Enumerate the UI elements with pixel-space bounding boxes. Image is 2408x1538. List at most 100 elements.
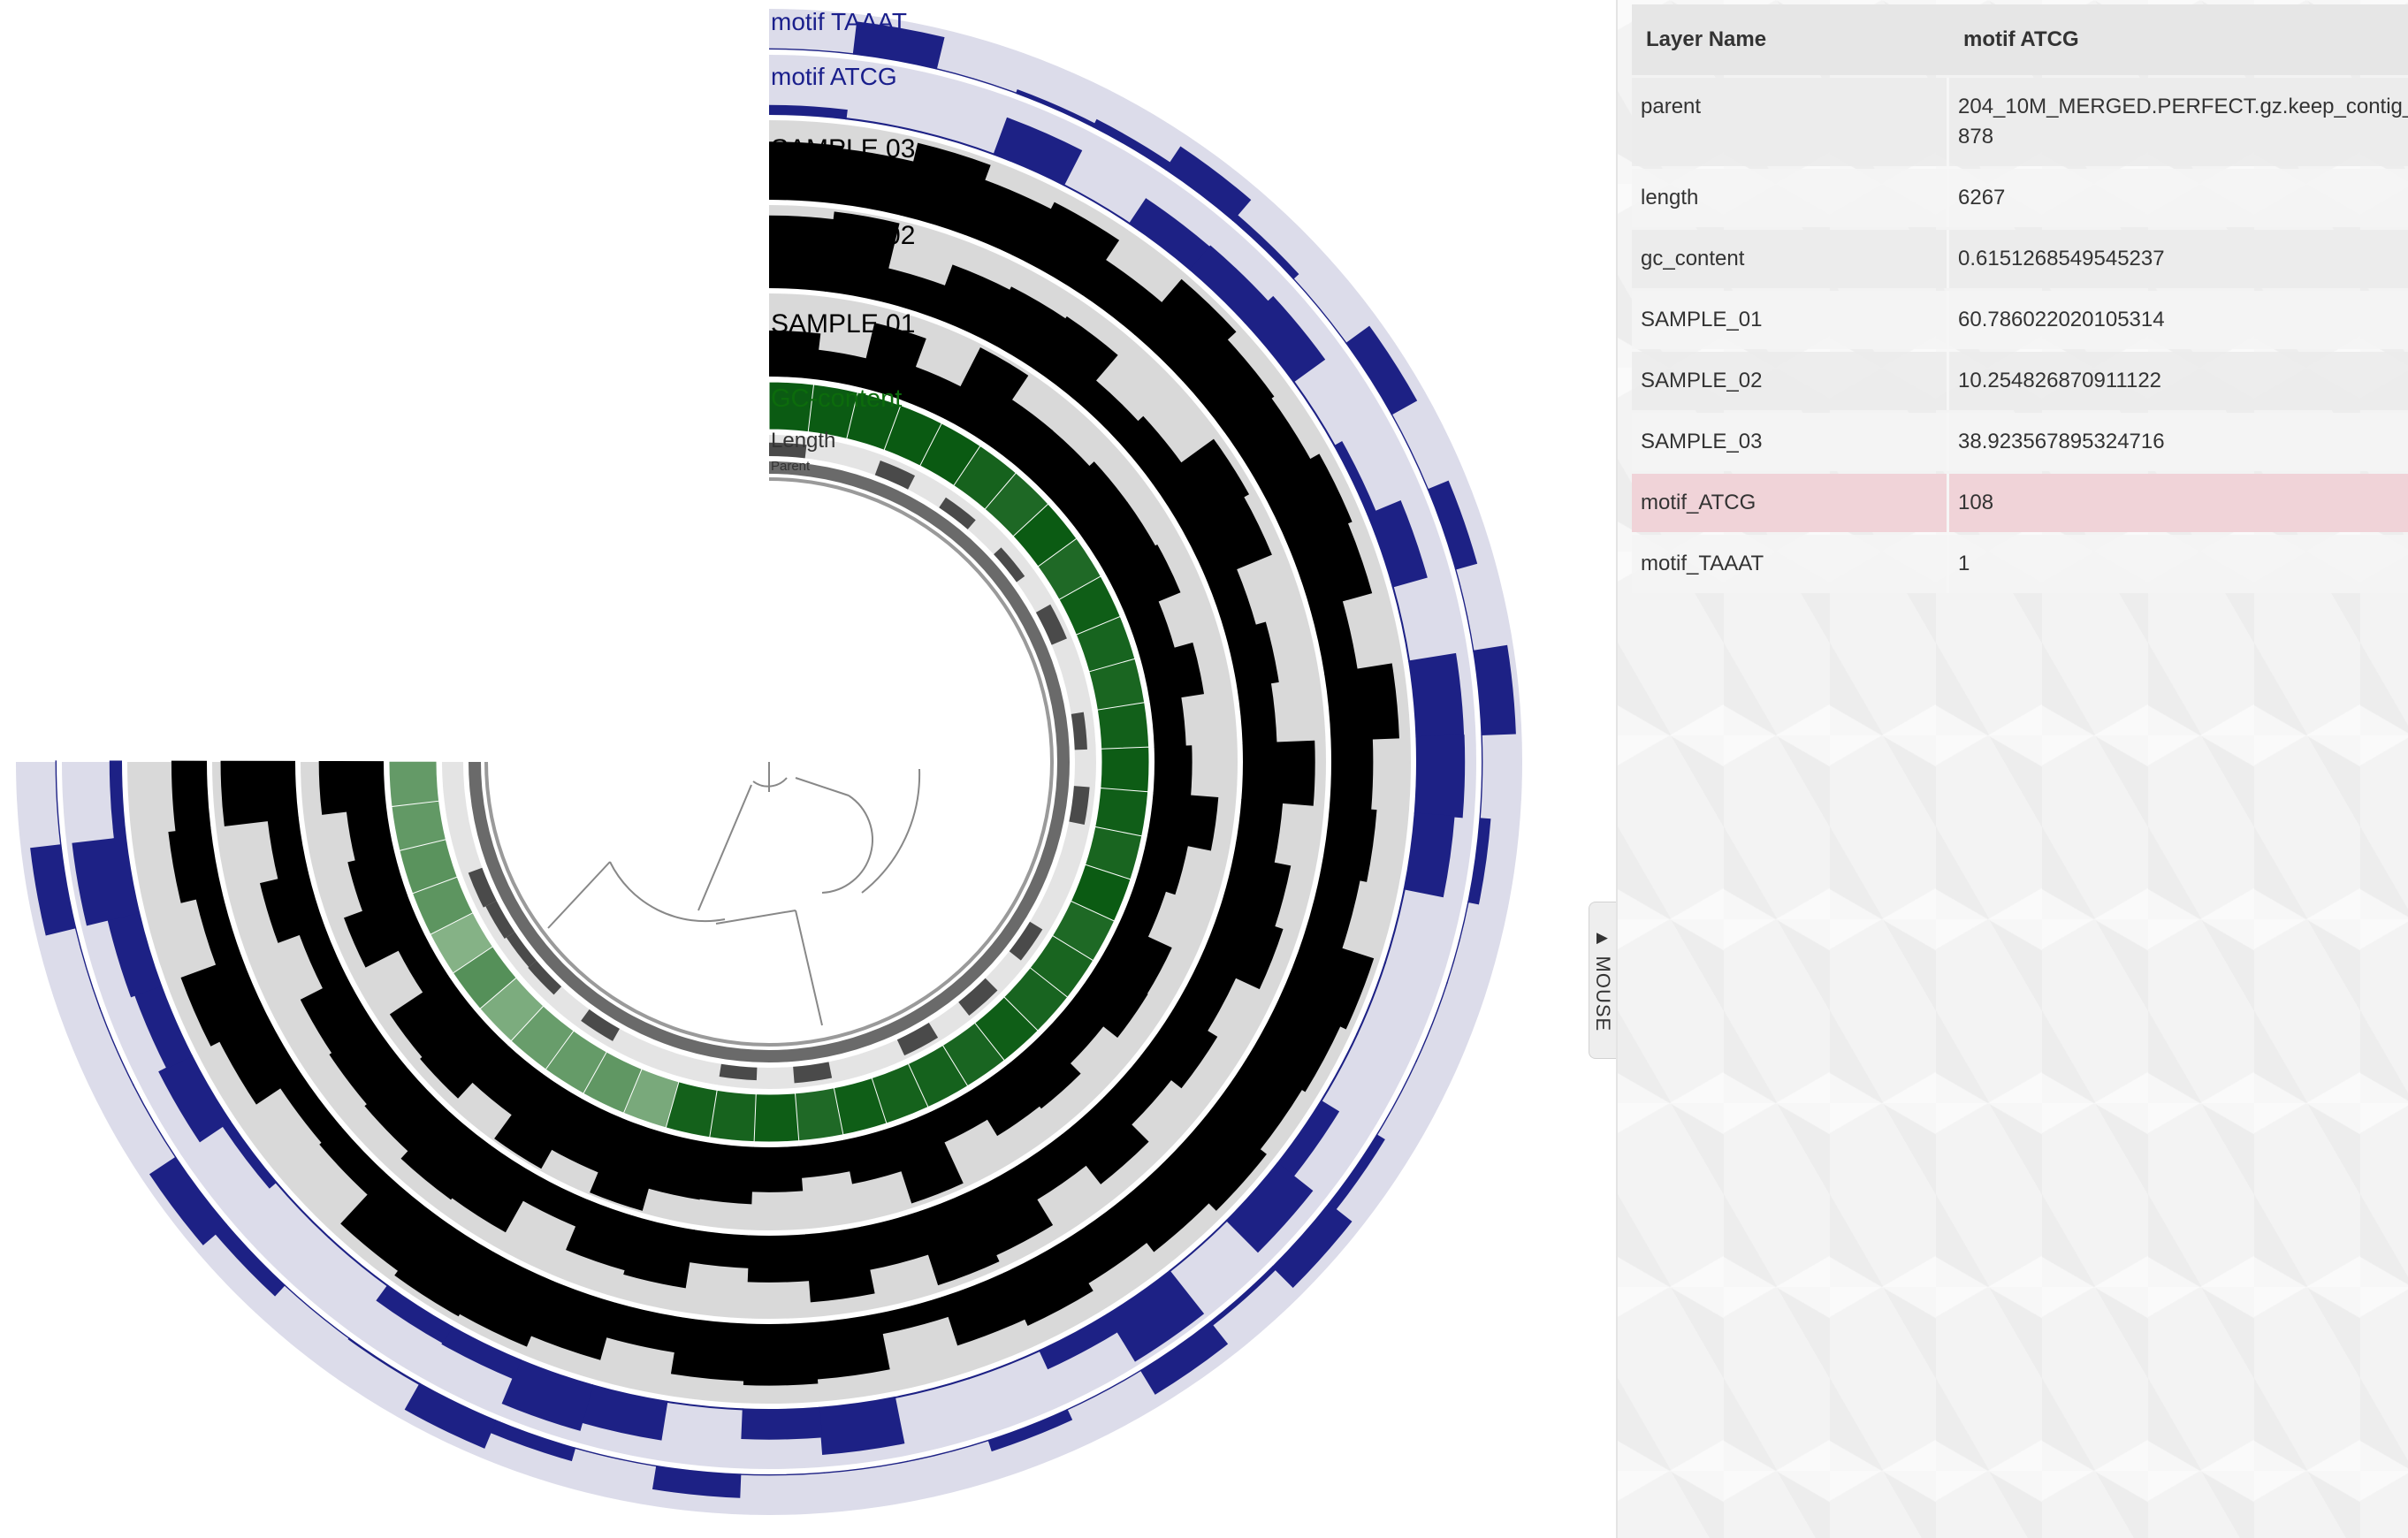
sample-02-bar	[1032, 316, 1118, 403]
dendrogram-branch	[752, 777, 788, 788]
row-key: SAMPLE_03	[1632, 413, 1949, 471]
sample-03-bar	[279, 1073, 342, 1144]
gc-content-cell	[1100, 746, 1150, 794]
sample-02-bar	[933, 264, 1011, 340]
sample-02-bar	[1219, 854, 1292, 928]
row-value: 1	[1949, 535, 2408, 593]
sample-03-bar	[1259, 453, 1353, 548]
sample-03-bar	[964, 179, 1053, 262]
sample-03-bar	[1165, 1109, 1267, 1211]
motif-atcg-bar	[845, 118, 922, 133]
dendrogram-branch	[795, 910, 823, 1026]
length-bar	[506, 932, 537, 968]
sample-01-bar	[1105, 544, 1181, 615]
motif-atcg-bar	[1189, 245, 1269, 324]
motif-atcg-bar	[222, 1120, 278, 1189]
motif-taaat-bar	[1345, 325, 1418, 415]
sample-01-bar	[769, 330, 821, 380]
motif-atcg-bar	[1063, 183, 1132, 225]
motif-atcg-bar	[376, 1284, 453, 1344]
table-row: SAMPLE_03 38.923567895324716	[1632, 413, 2408, 471]
motif-taaat-bar	[55, 760, 62, 846]
motif-taaat-bar	[935, 67, 1017, 95]
mouse-panel-toggle[interactable]: ▲ MOUSE	[1589, 902, 1616, 1059]
layer-label-motif-atcg: motif ATCG	[771, 63, 897, 90]
length-bar	[994, 547, 1025, 582]
length-bar	[485, 901, 515, 939]
sample-03-bar	[769, 141, 843, 204]
sample-03-bar	[1223, 397, 1311, 489]
sample-02-bar	[1103, 1055, 1172, 1126]
mouse-toggle-label: MOUSE	[1592, 956, 1614, 1032]
length-bar	[1071, 712, 1087, 750]
motif-atcg-bar	[1403, 812, 1455, 898]
length-bar	[769, 442, 807, 459]
sample-01-bar	[1040, 1000, 1104, 1064]
sample-03-bar	[743, 1322, 819, 1386]
layer-label-parent: Parent	[771, 459, 811, 474]
motif-atcg-bar	[1320, 1032, 1359, 1102]
circular-tree-view[interactable]: motif TAAAT motif ATCG SAMPLE 03 SAMPLE 02 S…	[0, 0, 1609, 1538]
sample-02-bar	[329, 1024, 409, 1106]
motif-taaat-bar	[1292, 277, 1348, 345]
length-bar	[528, 960, 562, 995]
motif-taaat-bar	[1164, 146, 1252, 222]
length-bar	[896, 1023, 939, 1056]
motif-atcg-bar	[133, 984, 193, 1070]
sample-02-bar	[267, 816, 309, 880]
sample-02-bar	[1233, 799, 1284, 864]
panel-divider[interactable]	[1616, 0, 1618, 1538]
sample-02-bar	[259, 872, 325, 943]
sample-01-bar	[389, 975, 476, 1058]
motif-taaat-bar	[30, 844, 77, 936]
sample-03-bar	[1310, 600, 1358, 675]
sample-01-bar	[1139, 642, 1205, 703]
length-bar	[958, 978, 998, 1016]
row-key: gc_content	[1632, 230, 1949, 288]
motif-taaat-bar	[98, 1007, 134, 1086]
motif-taaat-bar	[1391, 413, 1429, 491]
motif-atcg-bar	[1128, 198, 1211, 271]
sample-03-bar	[340, 1174, 439, 1272]
sample-01-bar	[843, 1128, 903, 1184]
motif-taaat-bar	[769, 48, 855, 55]
sample-02-bar	[825, 211, 900, 302]
sample-02-bar	[1224, 621, 1279, 689]
length-bar	[874, 460, 916, 490]
motif-taaat-bar	[1327, 1134, 1385, 1211]
sample-03-bar	[1320, 805, 1377, 882]
sample-01-bar	[1147, 792, 1219, 851]
table-row: length 6267	[1632, 169, 2408, 227]
motif-atcg-bar	[919, 131, 995, 156]
length-bar	[1069, 786, 1090, 825]
motif-atcg-bar	[501, 1359, 594, 1431]
length-bar	[719, 1063, 758, 1081]
sample-01-bar	[887, 1111, 964, 1204]
sample-01-bar	[1149, 697, 1186, 748]
sample-03-bar	[180, 955, 269, 1047]
circular-phylogram[interactable]: motif TAAAT motif ATCG SAMPLE 03 SAMPLE 02 S…	[0, 0, 1609, 1538]
sample-02-bar	[966, 1166, 1054, 1256]
motif-taaat-bar	[1092, 118, 1171, 171]
sample-03-bar	[1288, 522, 1373, 611]
sample-02-bar	[1116, 415, 1183, 484]
sample-03-bar	[171, 760, 211, 833]
row-value: 108	[1949, 474, 2408, 532]
sample-02-bar	[522, 1175, 588, 1227]
row-key: motif_ATCG	[1632, 474, 1949, 532]
sample-01-bar	[344, 895, 426, 968]
triangle-up-icon: ▲	[1592, 928, 1614, 949]
motif-atcg-bar	[327, 1236, 389, 1287]
header-item-name: motif ATCG	[1949, 4, 2408, 75]
sample-01-bar	[1097, 923, 1172, 995]
sample-02-bar	[1172, 960, 1237, 1032]
motif-atcg-bar	[158, 1055, 232, 1143]
sample-01-bar	[551, 1097, 622, 1173]
sample-01-bar	[1118, 880, 1167, 938]
sample-01-bar	[1071, 963, 1148, 1038]
sample-01-bar	[1007, 1034, 1081, 1109]
sample-03-bar	[1062, 1203, 1148, 1284]
sample-02-bar	[860, 1212, 930, 1270]
motif-atcg-bar	[967, 1349, 1041, 1380]
row-value: 10.254826870911122	[1949, 352, 2408, 410]
